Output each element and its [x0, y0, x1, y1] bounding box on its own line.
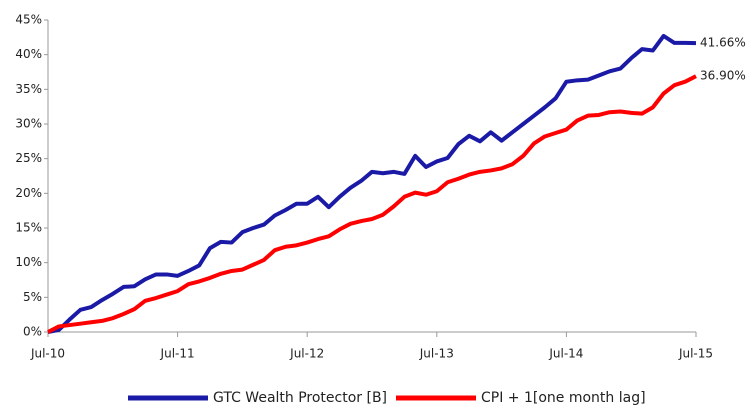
series-line: [47, 33, 697, 334]
y-tick-label: 20%: [15, 186, 42, 200]
x-tick-label: Jul-10: [30, 347, 65, 361]
y-tick-label: 35%: [15, 82, 42, 96]
y-tick-label: 10%: [15, 255, 42, 269]
x-tick-label: Jul-15: [678, 347, 713, 361]
legend-label: CPI + 1[one month lag]: [481, 390, 646, 406]
x-tick-label: Jul-11: [160, 347, 195, 361]
y-tick-label: 0%: [23, 325, 42, 339]
y-tick-label: 30%: [15, 117, 42, 131]
data-label: 36.90%: [700, 69, 746, 83]
legend-label: GTC Wealth Protector [B]: [213, 390, 387, 406]
x-tick-label: Jul-14: [548, 347, 583, 361]
y-tick-label: 15%: [15, 221, 42, 235]
x-tick-label: Jul-12: [289, 347, 324, 361]
series-line: [47, 74, 697, 334]
x-tick-label: Jul-13: [419, 347, 454, 361]
data-label: 41.66%: [700, 36, 746, 50]
y-tick-label: 40%: [15, 47, 42, 61]
y-tick-label: 25%: [15, 151, 42, 165]
y-tick-label: 5%: [23, 290, 42, 304]
y-tick-label: 45%: [15, 13, 42, 27]
